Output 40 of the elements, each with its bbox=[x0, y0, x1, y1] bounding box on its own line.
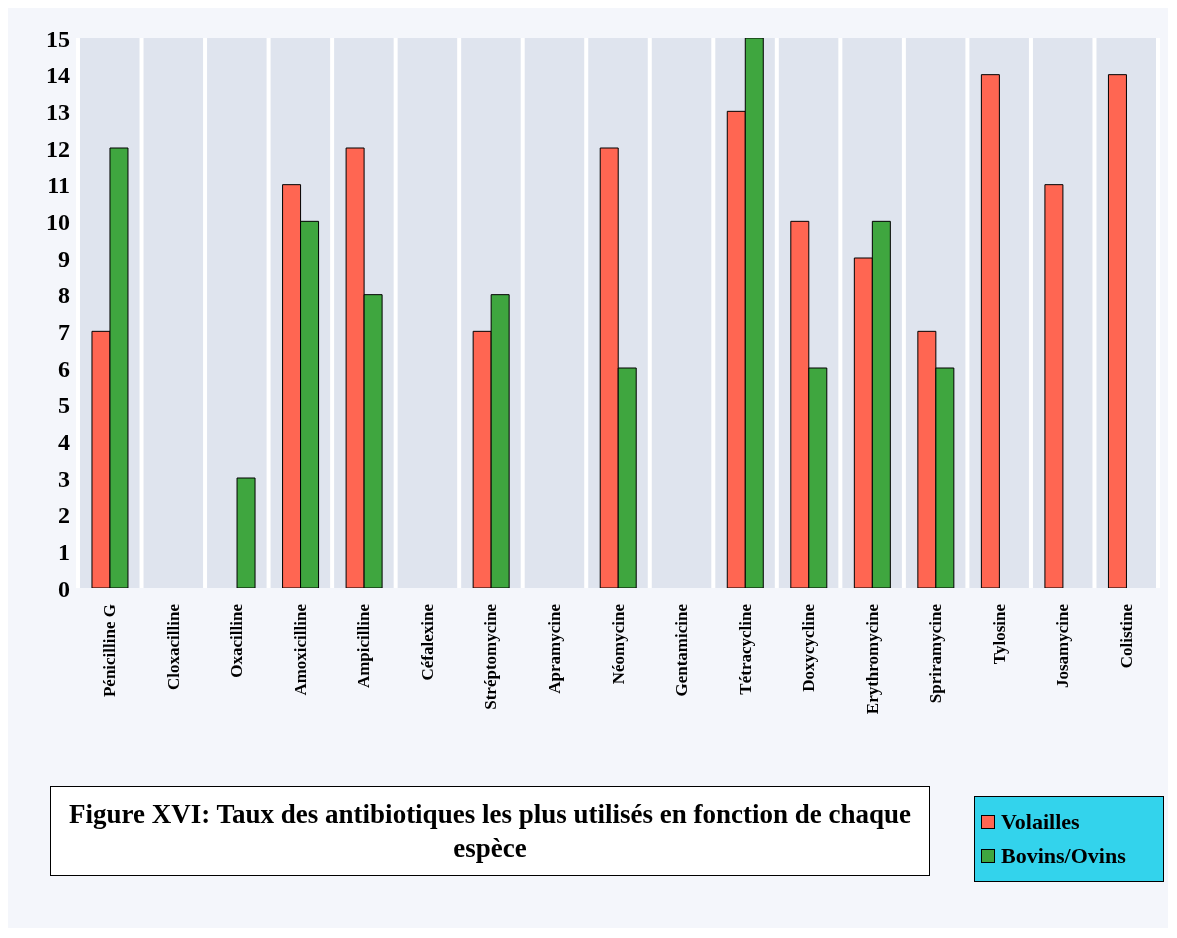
y-tick-label: 3 bbox=[58, 465, 70, 492]
x-tick-label: Stréptomycine bbox=[481, 603, 501, 710]
y-tick-label: 1 bbox=[58, 538, 70, 565]
y-tick-label: 9 bbox=[58, 245, 70, 272]
x-tick-label: Tylosine bbox=[989, 603, 1009, 665]
y-tick-label: 4 bbox=[58, 428, 70, 455]
y-tick-label: 8 bbox=[58, 282, 70, 309]
text: Figure XVI: Taux des antibiotiques les plus utilisés en fonction de chaque espèce bbox=[50, 786, 930, 876]
y-tick-label: 6 bbox=[58, 355, 70, 382]
x-tick-label: Spriramycine bbox=[926, 603, 946, 704]
x-tick-label: Josamycine bbox=[1053, 603, 1073, 689]
x-tick-label: Amoxicilline bbox=[290, 603, 310, 696]
x-tick-label: Doxycycline bbox=[799, 603, 819, 692]
x-tick-label: Néomycine bbox=[608, 603, 628, 685]
y-tick-label: 0 bbox=[58, 575, 70, 602]
y-tick-label: 14 bbox=[46, 62, 70, 89]
x-tick-label: Ampicilline bbox=[354, 603, 374, 689]
bar bbox=[1107, 74, 1127, 588]
legend-label: Volailles bbox=[1001, 809, 1080, 835]
bar bbox=[1044, 184, 1064, 588]
x-tick-label: Pénicilline G bbox=[100, 604, 120, 698]
x-tick-label: Céfalexine bbox=[417, 603, 437, 681]
bar bbox=[236, 477, 256, 588]
y-tick-label: 5 bbox=[58, 392, 70, 419]
y-tick-label: 11 bbox=[47, 172, 70, 199]
x-tick-label: Oxacilline bbox=[227, 603, 247, 678]
x-tick-label: Apramycine bbox=[544, 603, 564, 694]
x-tick-label: Gentamicine bbox=[672, 603, 692, 697]
y-tick-label: 12 bbox=[46, 135, 70, 162]
y-tick-label: 10 bbox=[46, 208, 70, 235]
y-tick-label: 2 bbox=[58, 502, 70, 529]
y-tick-label: 15 bbox=[46, 25, 70, 52]
x-tick-label: Colistine bbox=[1116, 603, 1136, 669]
legend-label: Bovins/Ovins bbox=[1001, 843, 1126, 869]
bar bbox=[980, 74, 1000, 588]
x-tick-label: Tétracycline bbox=[735, 603, 755, 695]
y-tick-label: 7 bbox=[58, 318, 70, 345]
x-tick-label: Erythromycine bbox=[862, 603, 882, 715]
x-tick-label: Cloxacilline bbox=[163, 603, 183, 690]
y-tick-label: 13 bbox=[46, 98, 70, 125]
